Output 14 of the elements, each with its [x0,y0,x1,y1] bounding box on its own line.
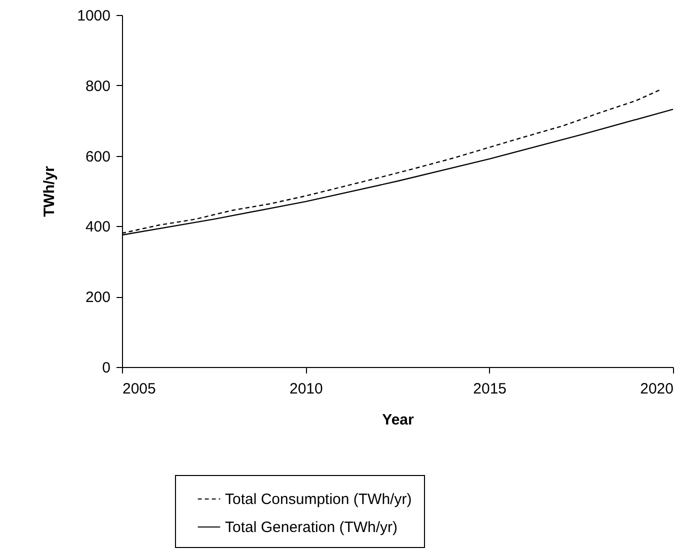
legend-label: Total Generation (TWh/yr) [225,519,398,536]
x-tick-label: 2020 [640,380,674,398]
x-axis-title: Year [382,412,414,428]
y-tick-label: 200 [85,289,110,306]
y-axis-title: TWh/yr [41,166,58,217]
x-tick-label: 2005 [122,380,156,398]
x-tick-label: 2015 [473,380,507,398]
y-tick-label: 400 [85,218,110,236]
y-tick-label: 1000 [77,8,110,24]
y-tick-label: 800 [85,78,110,95]
x-tick-label: 2010 [289,380,323,398]
y-tick-label: 600 [85,148,110,166]
y-tick-label: 0 [102,360,110,376]
legend-label: Total Consumption (TWh/yr) [225,491,412,508]
